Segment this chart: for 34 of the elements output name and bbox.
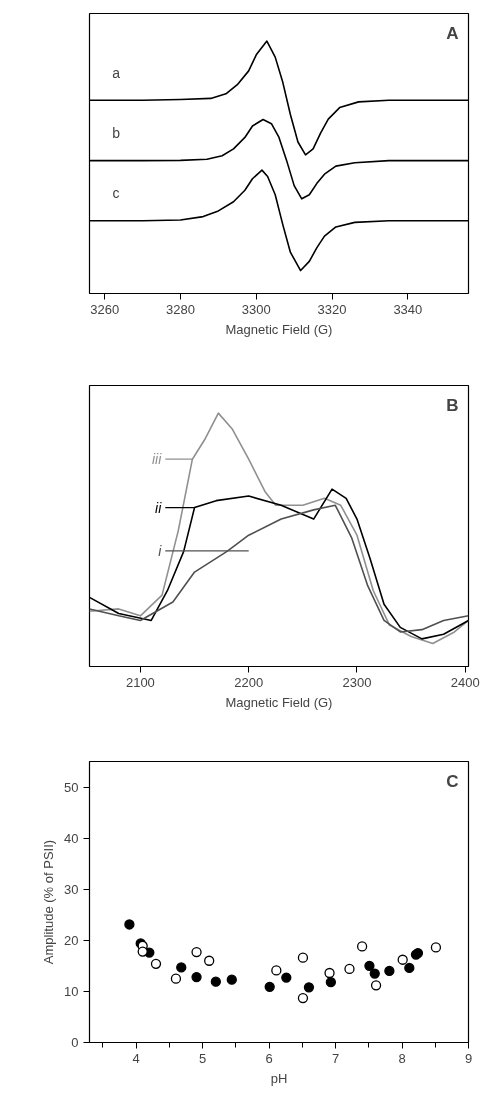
series-label: b [112, 125, 121, 142]
y-tick-label: 0 [71, 1035, 79, 1050]
x-tick-label: 6 [265, 1050, 273, 1066]
x-tick-label: 7 [331, 1050, 340, 1066]
x-axis-title: Magnetic Field (G) [225, 321, 333, 337]
x-tick-label: 2300 [342, 674, 372, 690]
series-label: a [112, 64, 121, 81]
legend-label: ii [155, 499, 163, 516]
x-axis-title: pH [270, 1070, 288, 1086]
y-tick-label: 30 [64, 881, 79, 897]
x-tick-label: 9 [464, 1050, 473, 1066]
x-tick-label: 2200 [234, 674, 264, 690]
x-tick-label: 8 [398, 1050, 406, 1066]
legend-label: iii [151, 451, 163, 468]
x-tick-label: 3300 [241, 301, 271, 317]
y-tick-label: 20 [64, 932, 79, 948]
series-label: c [112, 185, 120, 202]
y-tick-label: 40 [64, 830, 79, 846]
y-tick-label: 10 [64, 983, 79, 999]
chart-title: A [446, 23, 459, 43]
text: C [446, 771, 459, 791]
x-tick-label: 2100 [125, 674, 155, 690]
x-tick-label: 2400 [450, 674, 480, 690]
x-tick-label: 3260 [90, 301, 120, 317]
y-axis-title: Amplitude (% of PSII) [41, 839, 57, 965]
chart-title: B [446, 395, 459, 415]
x-tick-label: 3340 [393, 301, 423, 317]
x-tick-label: 3320 [317, 301, 347, 317]
x-tick-label: 3280 [166, 301, 195, 317]
text: i [158, 542, 163, 559]
y-tick-label: 50 [64, 779, 79, 795]
x-tick-label: 4 [132, 1050, 140, 1066]
x-axis-title: Magnetic Field (G) [225, 694, 333, 710]
x-tick-label: 5 [198, 1050, 207, 1066]
